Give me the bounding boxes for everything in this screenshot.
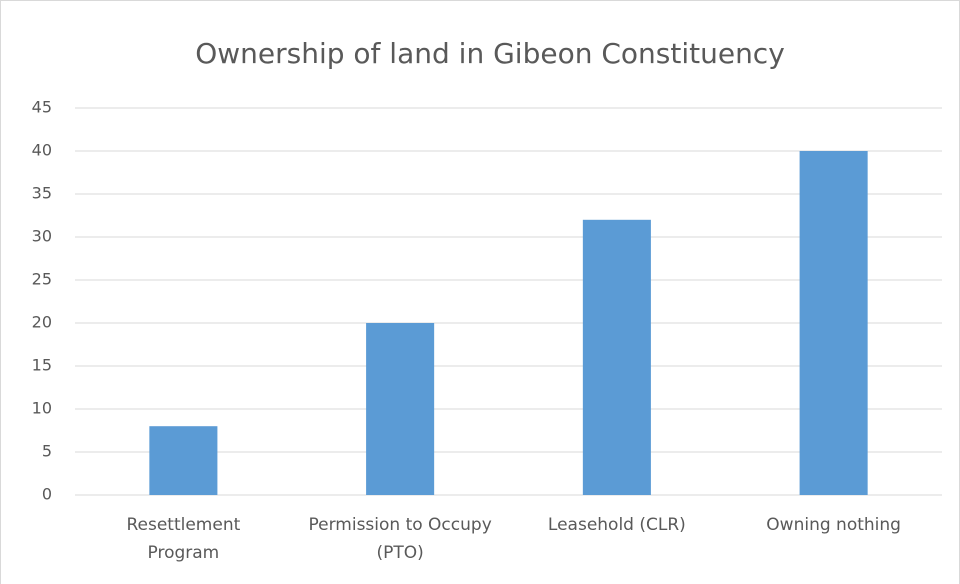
y-tick-label: 5 <box>42 442 52 461</box>
y-tick-label: 20 <box>32 313 52 332</box>
y-tick-label: 40 <box>32 141 52 160</box>
x-tick-label: Permission to Occupy (PTO) <box>308 515 492 563</box>
x-tick-label: Owning nothing <box>766 515 901 535</box>
bar <box>799 151 868 495</box>
x-tick-label: Resettlement Program <box>126 515 241 563</box>
y-tick-label: 0 <box>42 485 52 504</box>
y-tick-label: 25 <box>32 270 52 289</box>
y-tick-label: 15 <box>32 356 52 375</box>
y-tick-label: 45 <box>32 98 52 117</box>
y-tick-label: 10 <box>32 399 52 418</box>
bar <box>582 219 651 496</box>
bar <box>366 323 435 495</box>
y-tick-label: 35 <box>32 184 52 203</box>
y-tick-label: 30 <box>32 227 52 246</box>
x-tick-label: Leasehold (CLR) <box>547 515 686 535</box>
chart-title: Ownership of land in Gibeon Constituency <box>195 37 785 70</box>
bar <box>149 426 218 495</box>
